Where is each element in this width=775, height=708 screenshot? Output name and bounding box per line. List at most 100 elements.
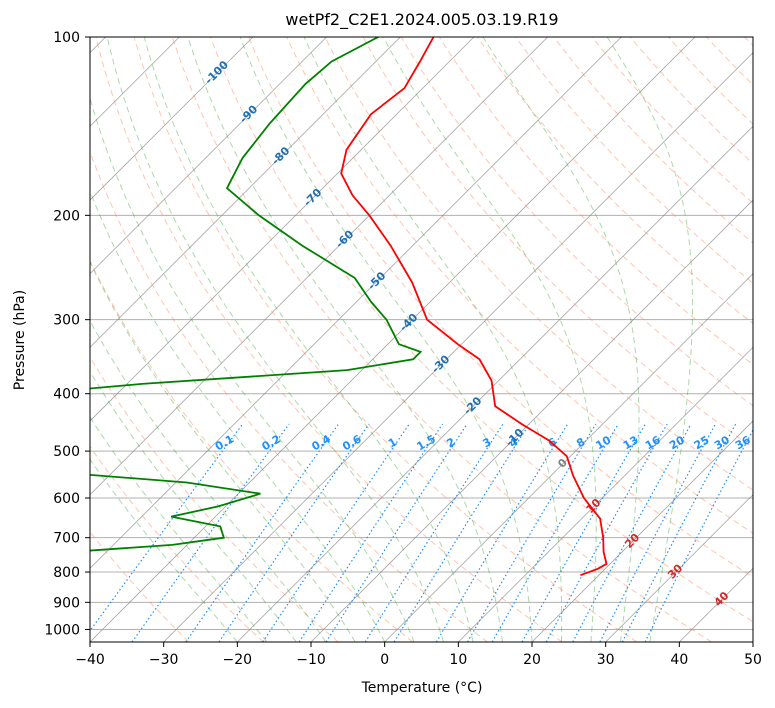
isotherm-line bbox=[90, 37, 622, 569]
x-tick-label: 0 bbox=[380, 652, 389, 668]
isotherm-label: -10 bbox=[503, 426, 526, 449]
isotherm-label: -30 bbox=[429, 352, 452, 375]
plot-area: 0.1 0.2 0.4 0.6 1 1.5 2 3 4 6 8 10 13 16 20 25 30 36-100-… bbox=[90, 37, 753, 642]
dry-adiabat-line bbox=[324, 37, 753, 491]
moist-adiabat-line bbox=[382, 37, 597, 642]
dry-adiabat-line bbox=[362, 37, 753, 449]
y-tick-label: 1000 bbox=[44, 622, 80, 638]
x-tick-label: −30 bbox=[149, 652, 179, 668]
isotherm-line bbox=[752, 641, 753, 642]
moist-adiabat-line bbox=[482, 37, 640, 642]
isotherm-label: -100 bbox=[202, 58, 231, 87]
moist-adiabat-line bbox=[90, 319, 327, 642]
dry-adiabat-line bbox=[706, 37, 753, 86]
moist-adiabat-line bbox=[90, 96, 415, 642]
dry-adiabat-line bbox=[95, 37, 563, 642]
mixing-ratio-label: 0.6 bbox=[340, 432, 364, 453]
isotherm-line bbox=[90, 37, 254, 201]
dry-adiabat-line bbox=[591, 37, 753, 204]
isotherm-line bbox=[679, 567, 753, 642]
isotherm-line bbox=[605, 494, 753, 642]
mixing-ratio-line bbox=[185, 423, 340, 642]
mixing-ratio-line bbox=[218, 423, 370, 642]
dry-adiabat-line bbox=[515, 37, 753, 284]
plot-frame bbox=[89, 36, 754, 643]
mixing-ratio-line bbox=[262, 423, 410, 642]
mixing-ratio-line bbox=[521, 423, 646, 642]
dry-adiabat-line bbox=[90, 531, 190, 642]
moist-adiabat-line bbox=[90, 260, 356, 642]
dry-adiabat-line bbox=[668, 37, 753, 125]
y-tick-label: 700 bbox=[53, 531, 80, 547]
dry-adiabat-line bbox=[286, 37, 753, 534]
chart-title: wetPf2_C2E1.2024.005.03.19.R19 bbox=[285, 10, 558, 30]
moist-adiabat-line bbox=[106, 37, 445, 642]
mixing-ratio-line bbox=[325, 423, 468, 642]
y-tick-label: 200 bbox=[53, 208, 80, 224]
isotherm-line bbox=[531, 420, 753, 642]
mixing-ratio-line bbox=[298, 423, 444, 642]
mixing-ratio-line bbox=[491, 423, 619, 642]
moist-adiabat-line bbox=[90, 416, 268, 642]
dry-adiabat-line bbox=[248, 37, 753, 578]
isotherm-line bbox=[237, 125, 753, 642]
y-tick-label: 400 bbox=[53, 387, 80, 403]
y-tick-label: 500 bbox=[53, 444, 80, 460]
mixing-ratio-line bbox=[466, 423, 597, 642]
dry-adiabat-line bbox=[210, 37, 753, 623]
moist-adiabat-line bbox=[239, 37, 533, 642]
dry-adiabat-line bbox=[400, 37, 753, 407]
x-tick-label: 40 bbox=[670, 652, 688, 668]
mixing-ratio-label: 1.5 bbox=[414, 432, 437, 453]
dry-adiabat-line bbox=[438, 37, 753, 366]
mixing-ratio-line bbox=[545, 423, 668, 642]
mixing-ratio-line bbox=[599, 423, 717, 642]
dry-adiabat-line bbox=[90, 259, 414, 642]
isotherm-line bbox=[90, 37, 696, 642]
mixing-ratio-label: 3 bbox=[480, 435, 493, 450]
mixing-ratio-label: 20 bbox=[667, 433, 687, 452]
isotherm-label: -50 bbox=[365, 269, 388, 292]
dry-adiabat-line bbox=[171, 37, 712, 642]
isotherm-label: -80 bbox=[269, 144, 292, 167]
x-tick-label: −40 bbox=[75, 652, 105, 668]
isotherm-line bbox=[90, 37, 401, 348]
moist-adiabat-line bbox=[143, 37, 474, 642]
moist-adiabat-line bbox=[90, 458, 238, 642]
mixing-ratio-label: 0.4 bbox=[310, 432, 334, 453]
isotherm-label: 30 bbox=[665, 561, 685, 581]
mixing-ratio-line bbox=[644, 428, 753, 642]
temperature-profile-line bbox=[340, 37, 608, 577]
isotherm-label: 20 bbox=[622, 531, 642, 551]
y-axis-label: Pressure (hPa) bbox=[12, 290, 28, 390]
dry-adiabat-line bbox=[133, 37, 638, 642]
mixing-ratio-line bbox=[572, 423, 692, 642]
dry-adiabat-line bbox=[90, 356, 339, 642]
mixing-ratio-label: 2 bbox=[444, 435, 457, 450]
moist-adiabat-line bbox=[90, 370, 297, 642]
mixing-ratio-line bbox=[131, 423, 290, 642]
isotherm-label: 10 bbox=[584, 496, 604, 516]
mixing-ratio-line bbox=[393, 423, 530, 642]
isotherm-line bbox=[163, 52, 753, 642]
mixing-ratio-label: 0.1 bbox=[213, 432, 236, 453]
dry-adiabat-line bbox=[553, 37, 753, 244]
isotherm-line bbox=[384, 273, 753, 642]
dry-adiabat-line bbox=[90, 445, 264, 642]
mixing-ratio-line bbox=[364, 423, 504, 642]
moist-adiabat-line bbox=[606, 37, 693, 642]
moist-adiabat-line bbox=[187, 37, 503, 642]
isotherm-label: -60 bbox=[333, 227, 356, 250]
isotherm-label: -40 bbox=[397, 311, 420, 334]
x-tick-label: −20 bbox=[223, 652, 253, 668]
isotherm-label: 40 bbox=[712, 589, 732, 609]
y-tick-label: 300 bbox=[53, 313, 80, 329]
mixing-ratio-label: 1 bbox=[386, 435, 399, 450]
y-axis: 100 200 300 400 500 600 700 800 900 1000 bbox=[44, 30, 90, 638]
mixing-ratio-label: 16 bbox=[643, 433, 663, 452]
mixing-ratio-label: 8 bbox=[574, 435, 587, 450]
isotherm-label: -90 bbox=[237, 102, 260, 125]
isotherm-label: -20 bbox=[461, 394, 484, 417]
mixing-ratio-label: 0.2 bbox=[260, 432, 283, 453]
